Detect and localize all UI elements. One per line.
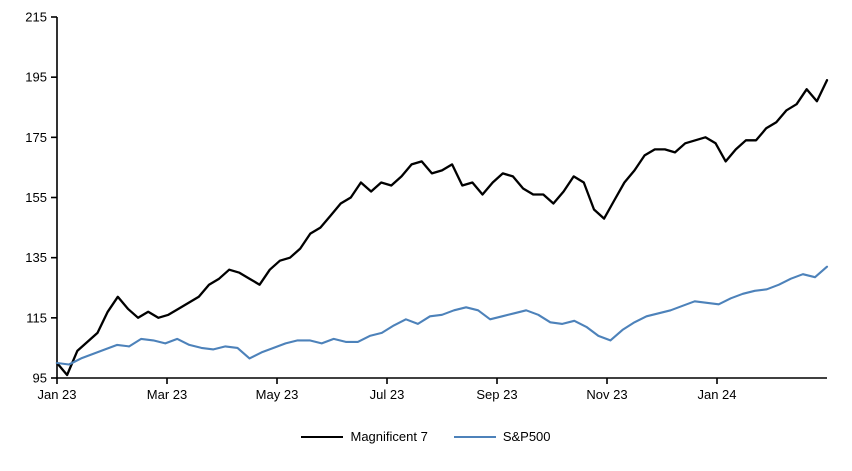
y-tick-label: 195 — [25, 70, 47, 85]
x-tick-label: Mar 23 — [147, 387, 187, 402]
chart-legend: Magnificent 7 S&P500 — [0, 430, 852, 443]
x-tick-label: Jan 23 — [37, 387, 76, 402]
legend-item-sp500: S&P500 — [453, 429, 551, 444]
y-tick-label: 135 — [25, 250, 47, 265]
y-tick-label: 115 — [26, 310, 47, 325]
x-tick-label: Sep 23 — [476, 387, 517, 402]
x-tick-label: Nov 23 — [586, 387, 627, 402]
legend-line-swatch-black — [301, 435, 344, 438]
y-tick-label: 95 — [33, 371, 47, 386]
y-tick-label: 175 — [25, 130, 47, 145]
y-tick-label: 155 — [25, 190, 47, 205]
x-tick-label: May 23 — [256, 387, 299, 402]
x-tick-label: Jul 23 — [370, 387, 405, 402]
series-line-s-p500 — [55, 265, 829, 366]
series-line-magnificent-7 — [55, 79, 829, 377]
y-tick-label: 215 — [25, 10, 47, 25]
x-tick-label: Jan 24 — [697, 387, 736, 402]
legend-label: S&P500 — [502, 429, 551, 444]
legend-label: Magnificent 7 — [350, 429, 428, 444]
legend-item-magnificent-7: Magnificent 7 — [301, 429, 428, 444]
axes — [56, 17, 827, 379]
legend-line-swatch-blue — [453, 435, 496, 438]
